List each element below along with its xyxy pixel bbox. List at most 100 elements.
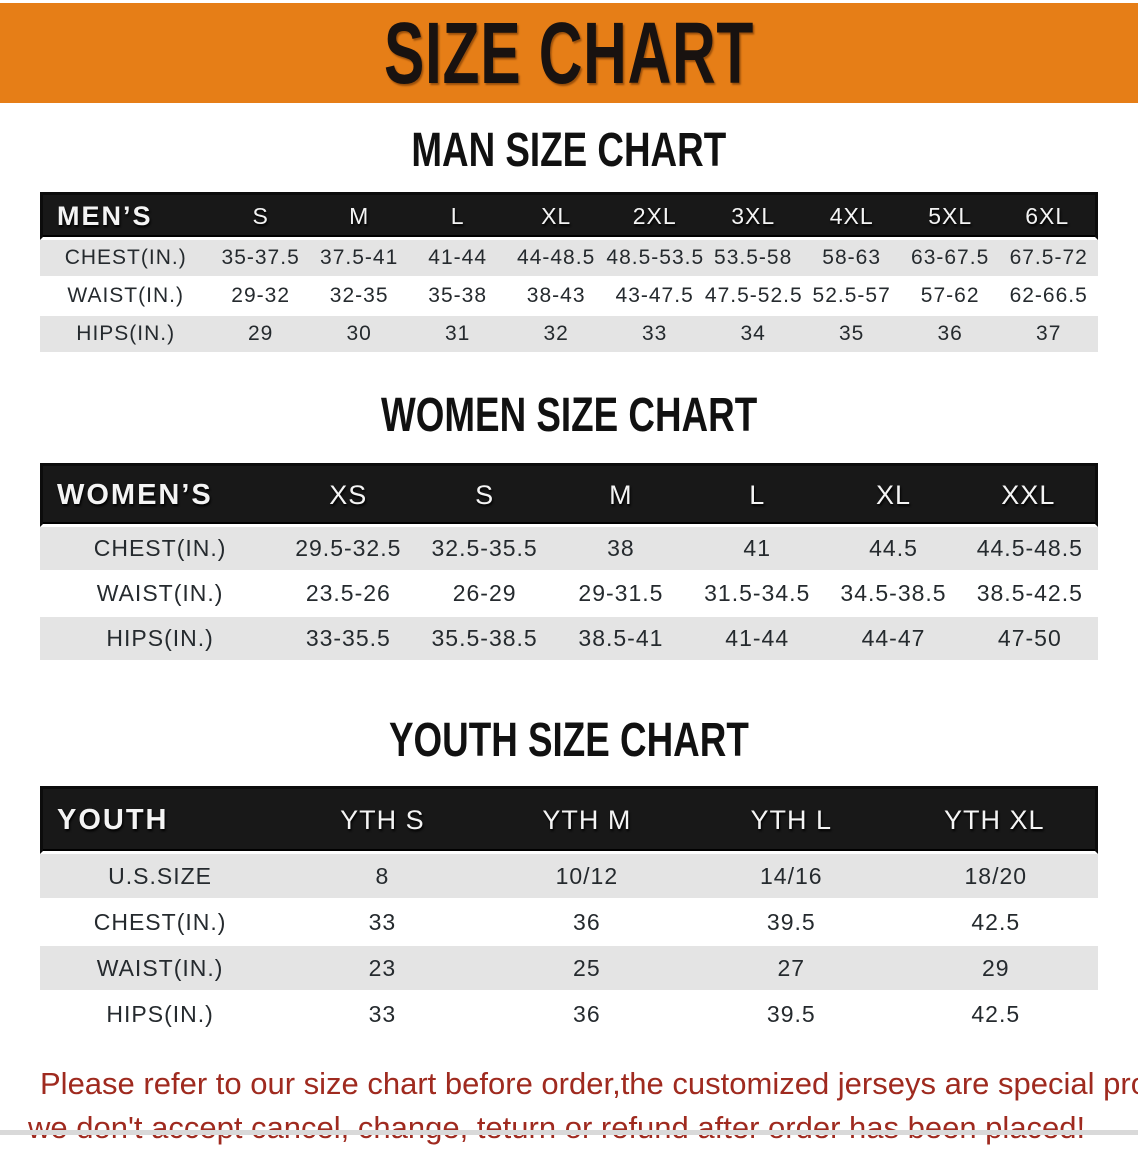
size-header-cell: YTH L	[689, 786, 894, 854]
measurement-value-cell: 29-32	[211, 278, 310, 316]
men-size-table: MEN’S S M L XL 2XL 3XL 4XL 5XL 6XL CHEST(IN.) 35-37…	[40, 192, 1098, 354]
disclaimer-line-1: Please refer to our size chart before or…	[40, 1066, 1138, 1101]
measurement-row: WAIST(IN.) 29-32 32-35 35-38 38-43 43-47.5 47.…	[40, 278, 1098, 316]
measurement-value-cell: 39.5	[689, 992, 894, 1038]
size-header-cell: L	[689, 463, 826, 527]
measurement-label-cell: CHEST(IN.)	[40, 900, 281, 946]
measurement-value-cell: 43-47.5	[605, 278, 704, 316]
measurement-value-cell: 62-66.5	[999, 278, 1098, 316]
measurement-label-cell: WAIST(IN.)	[40, 572, 281, 617]
measurement-row: CHEST(IN.) 33 36 39.5 42.5	[40, 900, 1098, 946]
disclaimer-line-2: we don't accept cancel, change, teturn o…	[28, 1110, 1086, 1145]
women-size-chart-table: WOMEN’S XS S M L XL XXL CHEST(IN.) 29.5-32.5 32.5…	[40, 463, 1098, 662]
size-header-cell: XS	[280, 463, 417, 527]
size-header-cell: 5XL	[900, 192, 1000, 240]
measurement-value-cell: 10/12	[484, 854, 690, 900]
size-header-cell: 3XL	[703, 192, 803, 240]
measurement-value-cell: 14/16	[689, 854, 894, 900]
measurement-value-cell: 36	[484, 992, 690, 1038]
measurement-value-cell: 33	[280, 992, 485, 1038]
measurement-row: HIPS(IN.) 33-35.5 35.5-38.5 38.5-41 41-44 44-…	[40, 617, 1098, 662]
measurement-value-cell: 35-38	[408, 278, 507, 316]
size-header-cell: YTH M	[484, 786, 690, 854]
measurement-value-cell: 29.5-32.5	[280, 527, 417, 572]
measurement-label-cell: WAIST(IN.)	[40, 946, 281, 992]
women-size-chart-heading: WOMEN SIZE CHART	[0, 386, 1138, 442]
measurement-label-cell: HIPS(IN.)	[40, 316, 212, 354]
measurement-value-cell: 35.5-38.5	[416, 617, 553, 662]
measurement-value-cell: 29-31.5	[552, 572, 690, 617]
table-header-row: YOUTH YTH S YTH M YTH L YTH XL	[40, 786, 1098, 854]
table-header-row: MEN’S S M L XL 2XL 3XL 4XL 5XL 6XL	[40, 192, 1098, 240]
measurement-row: CHEST(IN.) 29.5-32.5 32.5-35.5 38 41 44.5 44.5…	[40, 527, 1098, 572]
measurement-label-cell: CHEST(IN.)	[40, 240, 212, 278]
measurement-row: WAIST(IN.) 23.5-26 26-29 29-31.5 31.5-34.5 34…	[40, 572, 1098, 617]
measurement-value-cell: 26-29	[416, 572, 553, 617]
measurement-value-cell: 42.5	[893, 900, 1098, 946]
man-size-chart-heading-text: MAN SIZE CHART	[411, 121, 727, 177]
measurement-value-cell: 34	[703, 316, 803, 354]
measurement-value-cell: 38	[552, 527, 690, 572]
size-header-cell: XL	[506, 192, 606, 240]
measurement-value-cell: 23	[280, 946, 485, 992]
measurement-value-cell: 33-35.5	[280, 617, 417, 662]
measurement-value-cell: 38.5-42.5	[961, 572, 1098, 617]
size-header-cell: S	[416, 463, 553, 527]
measurement-row: WAIST(IN.) 23 25 27 29	[40, 946, 1098, 992]
measurement-value-cell: 38.5-41	[552, 617, 690, 662]
size-header-cell: S	[211, 192, 310, 240]
measurement-value-cell: 31	[408, 316, 507, 354]
measurement-row: U.S.SIZE 8 10/12 14/16 18/20	[40, 854, 1098, 900]
measurement-row: HIPS(IN.) 33 36 39.5 42.5	[40, 992, 1098, 1038]
measurement-value-cell: 36	[484, 900, 690, 946]
measurement-value-cell: 44-47	[825, 617, 962, 662]
measurement-value-cell: 44-48.5	[506, 240, 606, 278]
measurement-value-cell: 33	[605, 316, 704, 354]
measurement-value-cell: 57-62	[900, 278, 1000, 316]
measurement-value-cell: 37	[999, 316, 1098, 354]
measurement-label-cell: CHEST(IN.)	[40, 527, 281, 572]
measurement-value-cell: 41	[689, 527, 826, 572]
measurement-value-cell: 32-35	[309, 278, 409, 316]
women-size-chart-heading-text: WOMEN SIZE CHART	[380, 386, 758, 442]
man-size-chart-heading: MAN SIZE CHART	[0, 121, 1138, 177]
youth-size-chart-heading: YOUTH SIZE CHART	[0, 715, 1138, 763]
size-header-cell: YTH XL	[893, 786, 1098, 854]
measurement-value-cell: 27	[689, 946, 894, 992]
size-header-cell: L	[408, 192, 507, 240]
youth-table-title-cell: YOUTH	[40, 786, 281, 854]
men-table-title-cell: MEN’S	[40, 192, 212, 240]
measurement-value-cell: 41-44	[689, 617, 826, 662]
measurement-value-cell: 47-50	[961, 617, 1098, 662]
measurement-value-cell: 33	[280, 900, 485, 946]
measurement-value-cell: 36	[900, 316, 1000, 354]
measurement-value-cell: 23.5-26	[280, 572, 417, 617]
measurement-value-cell: 41-44	[408, 240, 507, 278]
measurement-value-cell: 42.5	[893, 992, 1098, 1038]
size-chart-banner: SIZE CHART	[0, 3, 1138, 103]
size-header-cell: M	[309, 192, 409, 240]
women-size-table: WOMEN’S XS S M L XL XXL CHEST(IN.) 29.5-32.5 32.5…	[40, 463, 1098, 662]
measurement-value-cell: 35	[802, 316, 901, 354]
measurement-label-cell: U.S.SIZE	[40, 854, 281, 900]
table-header-row: WOMEN’S XS S M L XL XXL	[40, 463, 1098, 527]
measurement-value-cell: 35-37.5	[211, 240, 310, 278]
size-header-cell: 6XL	[999, 192, 1098, 240]
size-header-cell: M	[552, 463, 690, 527]
size-header-cell: 2XL	[605, 192, 704, 240]
banner-title: SIZE CHART	[383, 3, 755, 102]
measurement-row: HIPS(IN.) 29 30 31 32 33 34 35 36 37	[40, 316, 1098, 354]
measurement-label-cell: WAIST(IN.)	[40, 278, 212, 316]
measurement-value-cell: 48.5-53.5	[605, 240, 704, 278]
measurement-value-cell: 31.5-34.5	[689, 572, 826, 617]
measurement-value-cell: 18/20	[893, 854, 1098, 900]
men-size-chart-table: MEN’S S M L XL 2XL 3XL 4XL 5XL 6XL CHEST(IN.) 35-37…	[40, 192, 1098, 354]
image-bottom-edge	[0, 1130, 1138, 1135]
measurement-value-cell: 38-43	[506, 278, 606, 316]
measurement-value-cell: 37.5-41	[309, 240, 409, 278]
measurement-value-cell: 44.5-48.5	[961, 527, 1098, 572]
measurement-value-cell: 39.5	[689, 900, 894, 946]
measurement-label-cell: HIPS(IN.)	[40, 992, 281, 1038]
youth-size-chart-table: YOUTH YTH S YTH M YTH L YTH XL U.S.SIZE 8 10/12…	[40, 786, 1098, 1038]
measurement-value-cell: 29	[211, 316, 310, 354]
